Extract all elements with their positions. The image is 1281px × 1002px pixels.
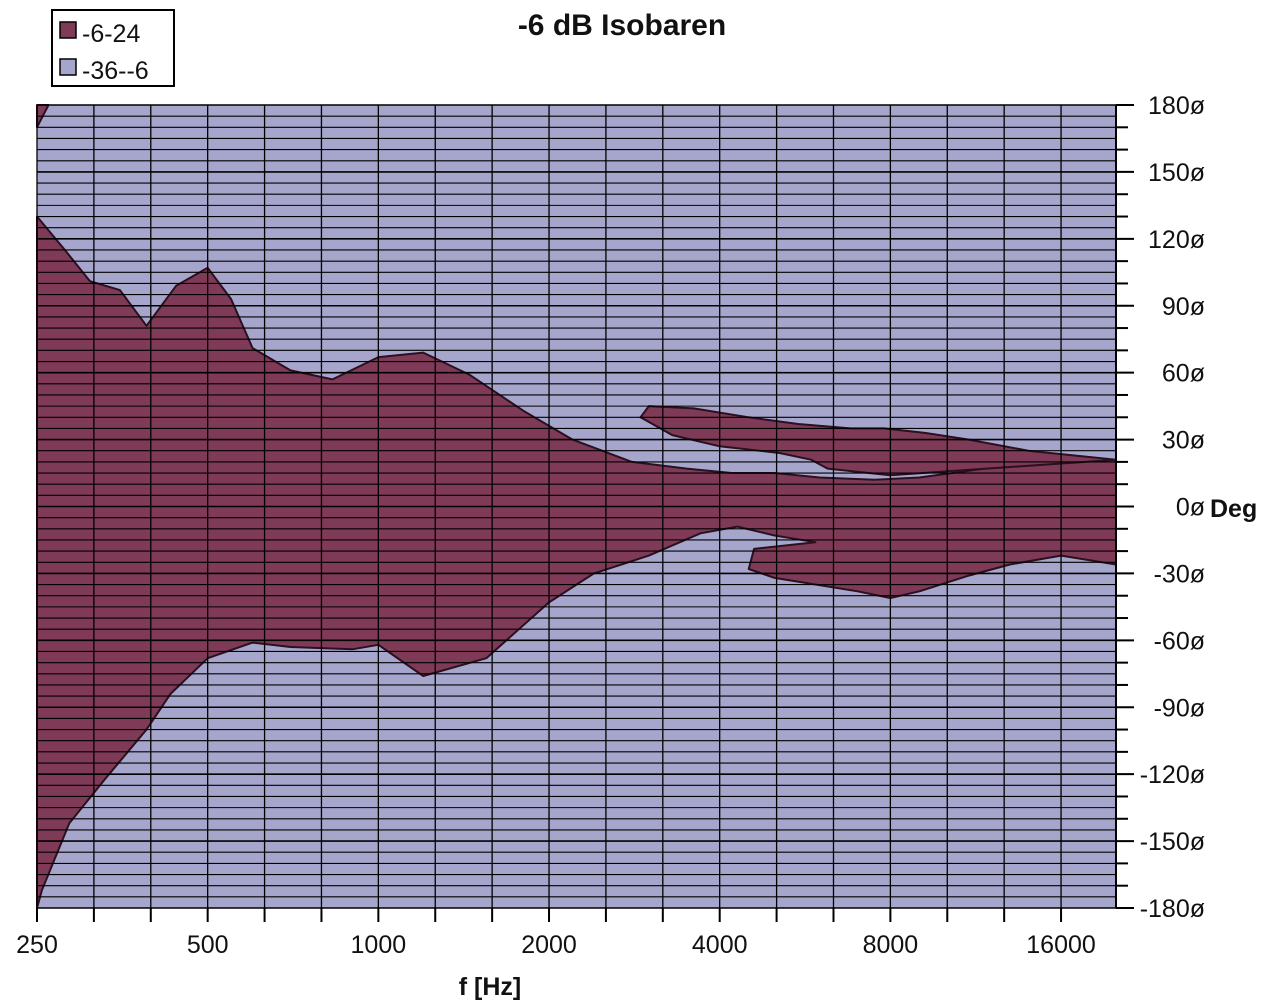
gridlines [36, 104, 1116, 909]
y-axis-ticks: 180ø 150ø 120ø 90ø 60ø 30ø 0ø -30ø -60ø -90ø -120ø… [1116, 92, 1205, 923]
legend-swatch-outer [59, 58, 77, 76]
y-tick-label: 0ø [1176, 494, 1205, 522]
x-tick-label: 1000 [351, 931, 407, 959]
x-axis-ticks: 250 500 1000 2000 4000 8000 16000 [16, 908, 1096, 959]
y-axis-label: Deg [1210, 495, 1257, 523]
y-tick-label: -90ø [1154, 694, 1205, 722]
x-axis-label: f [Hz] [459, 973, 521, 1001]
inner-region-side-lobe [639, 405, 1117, 477]
y-tick-label: 90ø [1162, 293, 1205, 321]
legend-label-inner: -6-24 [82, 20, 140, 48]
x-tick-label: 2000 [521, 931, 577, 959]
y-tick-label: -180ø [1140, 895, 1205, 923]
y-tick-label: 30ø [1162, 427, 1205, 455]
y-tick-label: 180ø [1148, 92, 1205, 120]
x-tick-label: 250 [16, 931, 58, 959]
y-tick-label: -120ø [1140, 761, 1205, 789]
y-tick-label: -150ø [1140, 828, 1205, 856]
x-tick-label: 4000 [692, 931, 748, 959]
legend-swatch-inner [59, 21, 77, 39]
y-tick-label: 150ø [1148, 159, 1205, 187]
legend: -6-24 -36--6 [51, 9, 175, 87]
plot-area [36, 104, 1117, 909]
x-tick-label: 8000 [863, 931, 919, 959]
y-tick-label: -60ø [1154, 627, 1205, 655]
chart-title: -6 dB Isobaren [518, 9, 726, 42]
y-tick-label: -30ø [1154, 560, 1205, 588]
x-tick-label: 500 [187, 931, 229, 959]
x-tick-label: 16000 [1026, 931, 1096, 959]
y-tick-label: 60ø [1162, 360, 1205, 388]
legend-label-outer: -36--6 [82, 57, 149, 85]
y-tick-label: 120ø [1148, 226, 1205, 254]
